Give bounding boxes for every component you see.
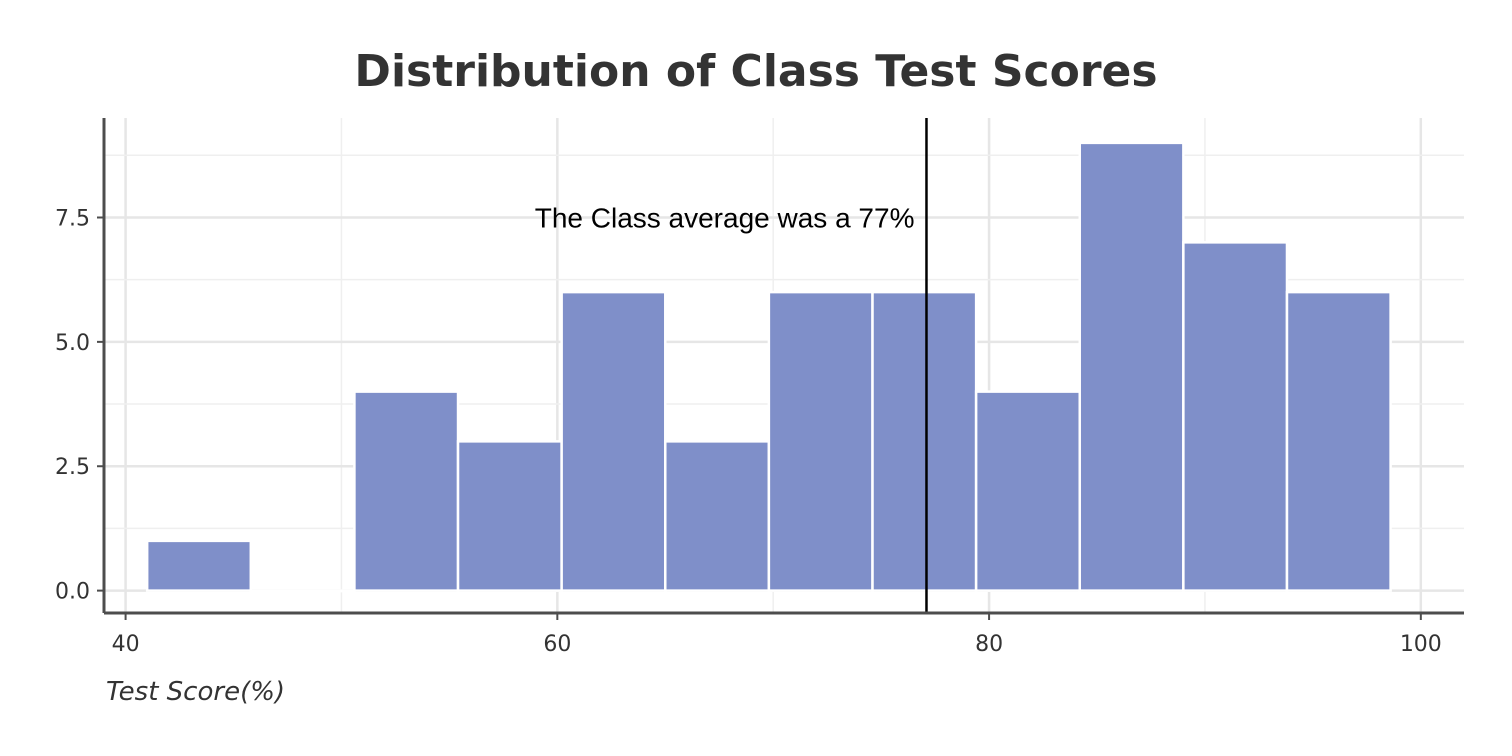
histogram-bar xyxy=(560,290,667,592)
histogram-bar xyxy=(664,440,771,592)
axes xyxy=(102,118,1464,615)
x-tick-label: 100 xyxy=(1400,632,1442,657)
y-tick-label: 5.0 xyxy=(55,331,90,356)
y-tick-label: 7.5 xyxy=(55,206,90,231)
histogram-bar xyxy=(974,390,1081,592)
histogram-bar xyxy=(1078,141,1185,592)
histogram-bar xyxy=(456,440,563,592)
histogram-bar xyxy=(145,539,253,592)
tick-labels: 40 60 80 100 0.0 2.5 5.0 7.5 xyxy=(55,206,1442,657)
histogram-bar xyxy=(767,290,874,592)
histogram-bar xyxy=(1285,290,1392,592)
histogram-bar xyxy=(353,390,460,592)
histogram-bar xyxy=(871,290,978,592)
x-tick-label: 80 xyxy=(975,632,1003,657)
mean-line-group: The Class average was a 77% xyxy=(535,118,928,613)
bars xyxy=(145,141,1392,593)
y-tick-label: 0.0 xyxy=(55,580,90,605)
histogram-bar xyxy=(249,589,356,593)
chart-title: Distribution of Class Test Scores xyxy=(354,46,1157,97)
x-tick-label: 60 xyxy=(543,632,571,657)
x-axis-label: Test Score(%) xyxy=(106,677,285,707)
y-tick-label: 2.5 xyxy=(55,455,90,480)
histogram-bar xyxy=(1182,241,1289,592)
x-tick-label: 40 xyxy=(112,632,140,657)
mean-annotation: The Class average was a 77% xyxy=(535,202,915,233)
